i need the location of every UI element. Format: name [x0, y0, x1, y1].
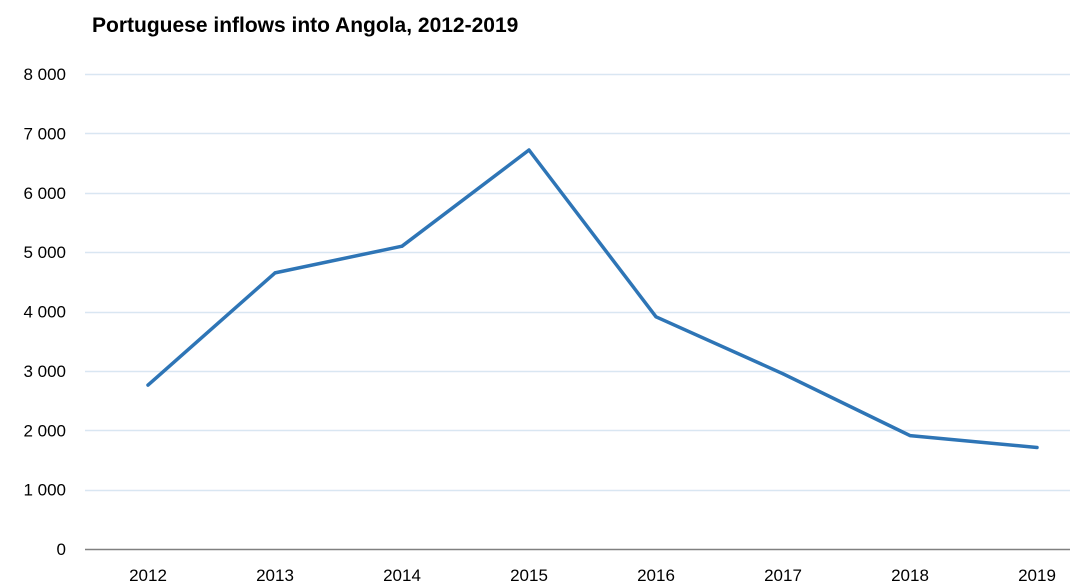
data-point [654, 315, 658, 319]
y-axis-tick-labels: 0 1 000 2 000 3 000 4 000 5 000 6 000 7 000 8 00… [23, 65, 66, 559]
series-layer [146, 148, 1039, 450]
y-tick-label: 7 000 [23, 124, 66, 143]
x-tick-label: 2016 [637, 566, 675, 585]
grid-lines [85, 73, 1070, 492]
data-point [908, 434, 912, 438]
y-tick-label: 5 000 [23, 243, 66, 262]
y-tick-label: 3 000 [23, 362, 66, 381]
data-point [1035, 445, 1039, 449]
y-tick-label: 8 000 [23, 65, 66, 84]
x-tick-label: 2012 [129, 566, 167, 585]
y-tick-label: 0 [57, 540, 66, 559]
y-tick-label: 2 000 [23, 421, 66, 440]
x-axis-tick-labels: 2012 2013 2014 2015 2016 2017 2018 2019 [129, 566, 1056, 585]
series-line [146, 148, 1039, 450]
x-tick-label: 2015 [510, 566, 548, 585]
y-tick-label: 1 000 [23, 481, 66, 500]
chart-title: Portuguese inflows into Angola, 2012-201… [92, 14, 519, 37]
data-point [527, 148, 531, 152]
x-tick-label: 2014 [383, 566, 421, 585]
x-tick-label: 2019 [1018, 566, 1056, 585]
x-tick-label: 2017 [764, 566, 802, 585]
data-point [273, 271, 277, 275]
data-point [400, 244, 404, 248]
data-point [146, 383, 150, 387]
data-point [781, 372, 785, 376]
x-tick-label: 2018 [891, 566, 929, 585]
y-tick-label: 4 000 [23, 303, 66, 322]
y-tick-label: 6 000 [23, 184, 66, 203]
x-tick-label: 2013 [256, 566, 294, 585]
